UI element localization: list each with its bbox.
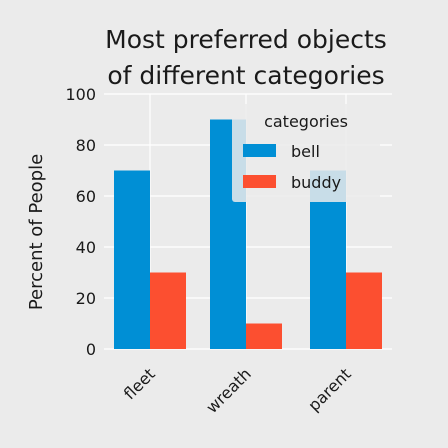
bar-bell-fleet <box>114 170 150 349</box>
legend-swatch-buddy <box>243 175 276 188</box>
y-tick-label-0: 0 <box>86 340 96 359</box>
x-tick-label-wreath: wreath <box>202 364 255 417</box>
bar-buddy-wreath <box>246 323 282 349</box>
legend-label-buddy: buddy <box>291 173 341 192</box>
x-tick-labels: fleet wreath parent <box>120 364 355 417</box>
x-tick-label-parent: parent <box>304 364 355 415</box>
bar-buddy-parent <box>346 272 382 349</box>
x-tick-label-fleet: fleet <box>120 364 159 403</box>
y-tick-label-80: 80 <box>76 136 96 155</box>
bars <box>114 119 382 349</box>
y-tick-labels: 0 20 40 60 80 100 <box>65 85 96 359</box>
legend: categories bell buddy <box>232 104 380 202</box>
y-tick-label-60: 60 <box>76 187 96 206</box>
y-axis-label: Percent of People <box>26 154 47 310</box>
y-tick-label-20: 20 <box>76 289 96 308</box>
bar-buddy-fleet <box>150 272 186 349</box>
legend-label-bell: bell <box>291 142 320 161</box>
chart-title-line-1: Most preferred objects <box>105 25 387 54</box>
legend-swatch-bell <box>243 144 276 157</box>
y-tick-label-40: 40 <box>76 238 96 257</box>
legend-title: categories <box>264 112 348 131</box>
y-tick-label-100: 100 <box>65 85 96 104</box>
chart-title-line-2: of different categories <box>107 61 384 90</box>
